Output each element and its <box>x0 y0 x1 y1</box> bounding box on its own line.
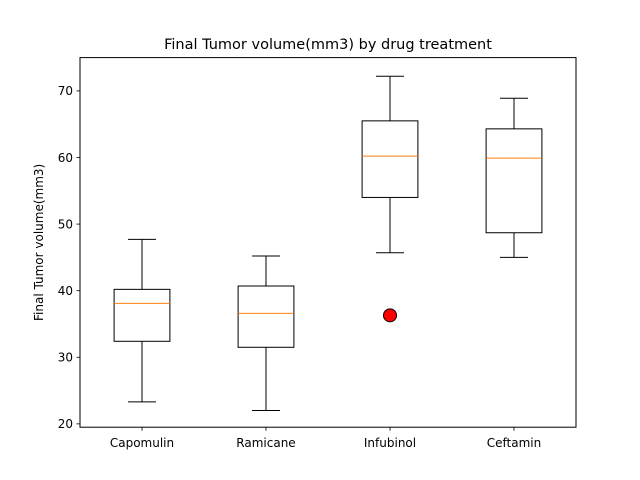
outlier-point <box>383 308 397 323</box>
y-tick-label: 60 <box>58 151 73 165</box>
y-axis-ticks: 20 30 40 50 60 70 <box>58 84 80 431</box>
plot-area-frame <box>79 57 577 428</box>
chart-title: Final Tumor volume(mm3) by drug treatmen… <box>164 37 492 53</box>
iqr-box <box>113 288 171 342</box>
box-ramicane <box>237 255 295 412</box>
y-tick-label: 20 <box>58 417 73 431</box>
y-tick-label: 50 <box>58 217 73 231</box>
box-capomulin <box>113 238 171 403</box>
x-tick-label: Capomulin <box>110 436 174 450</box>
x-tick-label: Infubinol <box>364 436 416 450</box>
iqr-box <box>485 128 543 234</box>
y-tick-label: 30 <box>58 351 73 365</box>
x-tick-label: Ceftamin <box>487 436 541 450</box>
y-axis-label: Final Tumor volume(mm3) <box>32 164 46 321</box>
y-tick-label: 40 <box>58 284 73 298</box>
y-tick-label: 70 <box>58 84 73 98</box>
chart-marks <box>113 75 543 412</box>
iqr-box <box>237 285 295 348</box>
box-ceftamin <box>485 97 543 258</box>
box-infubinol <box>361 75 419 323</box>
x-axis-ticks: Capomulin Ramicane Infubinol Ceftamin <box>110 427 541 450</box>
x-tick-label: Ramicane <box>236 436 295 450</box>
iqr-box <box>361 120 419 198</box>
